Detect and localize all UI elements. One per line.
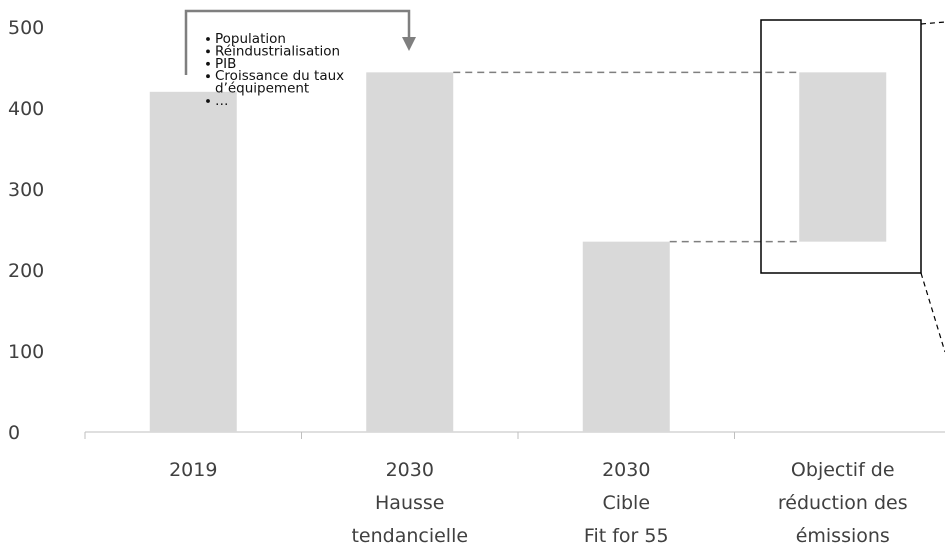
x-category-label: tendancielle bbox=[351, 525, 468, 545]
bullet-dot bbox=[206, 99, 210, 103]
y-tick-label: 0 bbox=[8, 422, 20, 444]
annotation-item: … bbox=[215, 93, 229, 109]
bar bbox=[799, 72, 887, 242]
annotation-item: Croissance du taux bbox=[215, 68, 344, 84]
annotation-item: d’équipement bbox=[215, 81, 309, 97]
y-tick-label: 200 bbox=[8, 260, 44, 282]
bar bbox=[149, 91, 237, 433]
x-category-label: Fit for 55 bbox=[584, 525, 669, 545]
arrow-head bbox=[402, 37, 416, 51]
zoom-line-bottom bbox=[920, 272, 945, 353]
bullet-dot bbox=[206, 74, 210, 79]
y-tick-label: 500 bbox=[8, 17, 44, 39]
bar bbox=[366, 72, 454, 433]
x-category-label: 2030 bbox=[602, 459, 650, 481]
x-category-label: émissions bbox=[796, 525, 890, 545]
annotation-item: PIB bbox=[215, 56, 236, 72]
annotation-item: Réindustrialisation bbox=[215, 43, 340, 59]
annotation-item: Population bbox=[215, 31, 286, 47]
bullet-dot bbox=[206, 37, 210, 41]
x-category-label: réduction des bbox=[778, 492, 908, 514]
y-tick-label: 300 bbox=[8, 179, 44, 201]
x-category-label: Cible bbox=[602, 492, 650, 514]
bullet-dot bbox=[206, 49, 210, 54]
y-tick-label: 100 bbox=[8, 341, 44, 363]
bracket-arrow bbox=[184, 9, 411, 75]
x-category-label: Hausse bbox=[375, 492, 444, 514]
highlight-frame bbox=[760, 19, 922, 274]
bullet-dot bbox=[206, 61, 210, 66]
zoom-line-top bbox=[920, 21, 945, 25]
bar bbox=[582, 241, 670, 432]
x-category-label: 2019 bbox=[169, 459, 217, 481]
x-category-label: Objectif de bbox=[791, 459, 895, 481]
x-category-label: 2030 bbox=[386, 459, 434, 481]
y-tick-label: 400 bbox=[8, 98, 44, 120]
